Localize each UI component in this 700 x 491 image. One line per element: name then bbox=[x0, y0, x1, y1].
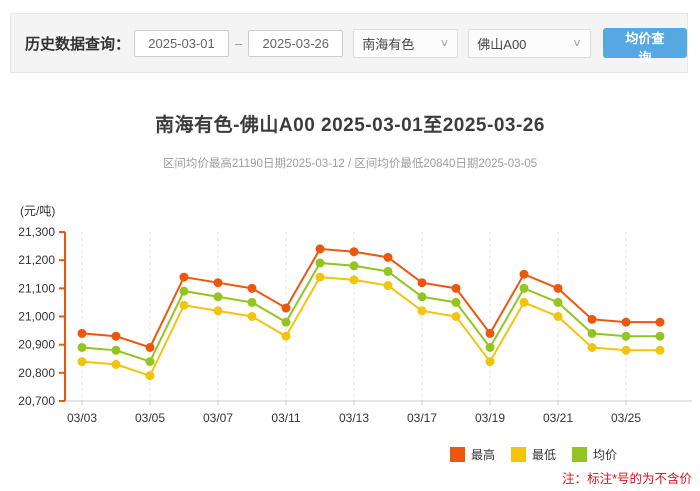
date-range-separator: – bbox=[235, 35, 243, 51]
footnote: 注：标注*号的为不含价 bbox=[562, 472, 692, 486]
svg-text:03/03: 03/03 bbox=[67, 411, 97, 425]
svg-text:21,300: 21,300 bbox=[18, 225, 55, 239]
svg-text:03/11: 03/11 bbox=[271, 411, 300, 425]
svg-text:20,800: 20,800 bbox=[18, 366, 55, 380]
svg-text:20,700: 20,700 bbox=[18, 394, 55, 408]
legend-swatch-low-icon bbox=[511, 447, 527, 462]
legend-swatch-avg-icon bbox=[572, 447, 588, 462]
chevron-down-icon: ∨ bbox=[439, 36, 450, 49]
date-from-input[interactable] bbox=[134, 29, 230, 57]
svg-text:21,100: 21,100 bbox=[18, 281, 55, 295]
page-subtitle: 区间均价最高21190日期2025-03-12 / 区间均价最低20840日期2… bbox=[162, 158, 538, 170]
history-query-label: 历史数据查询： bbox=[25, 35, 131, 53]
avg-price-query-button[interactable]: 均价查询 bbox=[602, 28, 687, 65]
svg-text:03/05: 03/05 bbox=[135, 411, 165, 425]
market-select[interactable]: 南海有色 ∨ bbox=[353, 28, 459, 58]
legend-label-high: 最高 bbox=[471, 448, 496, 462]
date-to-input[interactable] bbox=[248, 29, 344, 57]
legend-swatch-high-icon bbox=[450, 447, 465, 462]
legend-item-low: 最低 bbox=[511, 446, 556, 463]
query-bar: 历史数据查询： – 南海有色 ∨ 佛山A00 ∨ 均价查询 bbox=[10, 13, 688, 73]
product-select-value: 佛山A00 bbox=[477, 36, 527, 52]
product-select[interactable]: 佛山A00 ∨ bbox=[468, 28, 591, 58]
legend-item-high: 最高 bbox=[450, 446, 495, 463]
chevron-down-icon: ∨ bbox=[572, 36, 582, 49]
svg-text:03/07: 03/07 bbox=[203, 411, 233, 425]
svg-text:03/25: 03/25 bbox=[611, 411, 641, 425]
svg-text:21,200: 21,200 bbox=[18, 253, 55, 267]
svg-text:(元/吨): (元/吨) bbox=[20, 204, 55, 218]
price-chart: 03/03 03/05 03/07 03/11 03/13 03/17 03/19 03/21… bbox=[18, 204, 692, 425]
legend-label-avg: 均价 bbox=[593, 448, 618, 462]
legend-item-avg: 均价 bbox=[572, 446, 617, 463]
svg-text:03/13: 03/13 bbox=[339, 411, 369, 425]
svg-text:03/17: 03/17 bbox=[407, 411, 437, 425]
legend-label-low: 最低 bbox=[532, 448, 557, 462]
svg-text:20,900: 20,900 bbox=[18, 338, 55, 352]
svg-text:03/19: 03/19 bbox=[475, 411, 505, 425]
page-title: 南海有色-佛山A00 2025-03-01至2025-03-26 bbox=[155, 115, 545, 136]
market-select-value: 南海有色 bbox=[362, 36, 415, 52]
chart-legend: 最高 最低 均价 bbox=[450, 446, 633, 463]
svg-text:21,000: 21,000 bbox=[18, 310, 55, 324]
svg-text:03/21: 03/21 bbox=[543, 411, 573, 425]
